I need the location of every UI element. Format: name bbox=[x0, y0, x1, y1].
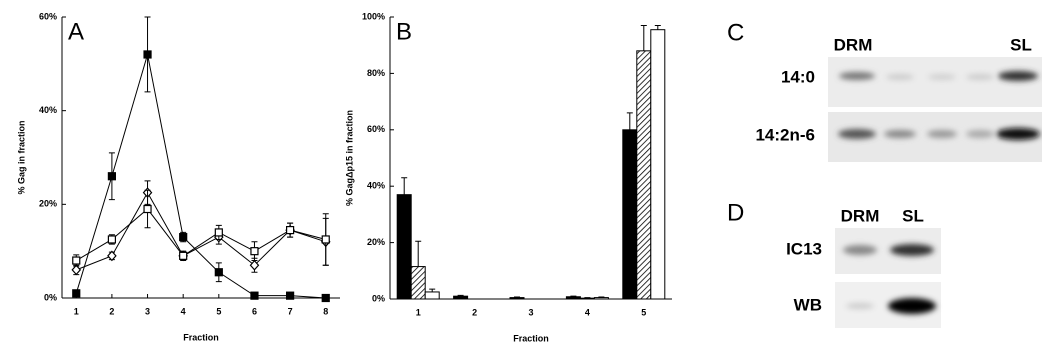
x-tick-label: 5 bbox=[641, 307, 646, 317]
bar bbox=[594, 298, 608, 299]
y-tick-label: 20% bbox=[367, 237, 385, 247]
marker bbox=[108, 173, 115, 180]
marker bbox=[144, 206, 151, 213]
row-label: IC13 bbox=[786, 239, 822, 258]
y-tick-label: 40% bbox=[367, 181, 385, 191]
y-tick-label: 0% bbox=[44, 292, 57, 302]
lane-label: SL bbox=[902, 206, 924, 225]
x-tick-label: 2 bbox=[472, 307, 477, 317]
panel-label: A bbox=[68, 18, 84, 45]
marker bbox=[215, 269, 222, 276]
bar bbox=[454, 296, 468, 299]
x-axis-label: Fraction bbox=[513, 333, 549, 343]
x-tick-label: 8 bbox=[323, 306, 328, 316]
x-tick-label: 2 bbox=[109, 306, 114, 316]
panel-label: C bbox=[727, 19, 744, 46]
bar bbox=[411, 267, 425, 299]
error-bar bbox=[641, 25, 647, 50]
lane-label: SL bbox=[1010, 35, 1032, 54]
error-bar bbox=[627, 113, 633, 130]
panel-label: B bbox=[396, 18, 412, 45]
marker bbox=[287, 292, 294, 299]
x-tick-label: 1 bbox=[74, 306, 79, 316]
x-axis-label: Fraction bbox=[183, 332, 219, 342]
y-tick-label: 80% bbox=[367, 68, 385, 78]
x-tick-label: 7 bbox=[288, 306, 293, 316]
marker bbox=[72, 265, 80, 274]
marker bbox=[287, 227, 294, 234]
x-tick-label: 4 bbox=[181, 306, 186, 316]
marker bbox=[251, 292, 258, 299]
error-bar bbox=[415, 241, 421, 266]
x-tick-label: 3 bbox=[145, 306, 150, 316]
y-axis-label: % GagΔp15 in fraction bbox=[344, 110, 354, 206]
marker bbox=[108, 251, 116, 260]
marker bbox=[180, 234, 187, 241]
y-tick-label: 0% bbox=[372, 293, 385, 303]
bar bbox=[397, 195, 411, 299]
lane-label: DRM bbox=[834, 35, 873, 54]
error-bar bbox=[514, 297, 520, 298]
blot-strip bbox=[828, 57, 1042, 107]
marker bbox=[108, 236, 115, 243]
x-tick-label: 5 bbox=[216, 306, 221, 316]
marker bbox=[73, 290, 80, 297]
y-tick-label: 40% bbox=[39, 105, 57, 115]
bar bbox=[425, 292, 439, 299]
y-tick-label: 100% bbox=[362, 11, 385, 21]
bar bbox=[651, 30, 665, 299]
y-tick-label: 60% bbox=[367, 124, 385, 134]
y-tick-label: 20% bbox=[39, 199, 57, 209]
bar bbox=[510, 298, 524, 299]
marker bbox=[322, 236, 329, 243]
marker bbox=[251, 248, 258, 255]
blot-c: C DRM SL 14:0 14:2n-6 bbox=[727, 19, 1042, 162]
error-bar bbox=[598, 297, 604, 298]
y-axis-label: % Gag in fraction bbox=[16, 120, 26, 194]
row-label: 14:0 bbox=[781, 67, 815, 86]
x-tick-label: 4 bbox=[585, 307, 590, 317]
bar bbox=[566, 297, 580, 299]
error-bar bbox=[655, 25, 661, 29]
error-bar bbox=[584, 298, 590, 299]
lane-label: DRM bbox=[841, 206, 880, 225]
bar bbox=[623, 130, 637, 299]
row-label: 14:2n-6 bbox=[755, 125, 815, 144]
row-label: WB bbox=[794, 295, 822, 314]
x-tick-label: 3 bbox=[528, 307, 533, 317]
y-tick-label: 60% bbox=[39, 11, 57, 21]
bar bbox=[637, 51, 651, 299]
figure: A0%20%40%60%% Gag in fractionFraction123… bbox=[0, 0, 1042, 355]
bar bbox=[580, 298, 594, 299]
marker bbox=[180, 252, 187, 259]
marker bbox=[322, 295, 329, 302]
marker bbox=[144, 51, 151, 58]
error-bar bbox=[570, 296, 576, 297]
x-tick-label: 1 bbox=[416, 307, 421, 317]
marker bbox=[73, 257, 80, 264]
error-bar bbox=[401, 178, 407, 195]
blot-d: D DRM SL IC13 WB bbox=[727, 199, 941, 328]
panel-label: D bbox=[727, 199, 744, 226]
x-tick-label: 6 bbox=[252, 306, 257, 316]
marker bbox=[215, 229, 222, 236]
